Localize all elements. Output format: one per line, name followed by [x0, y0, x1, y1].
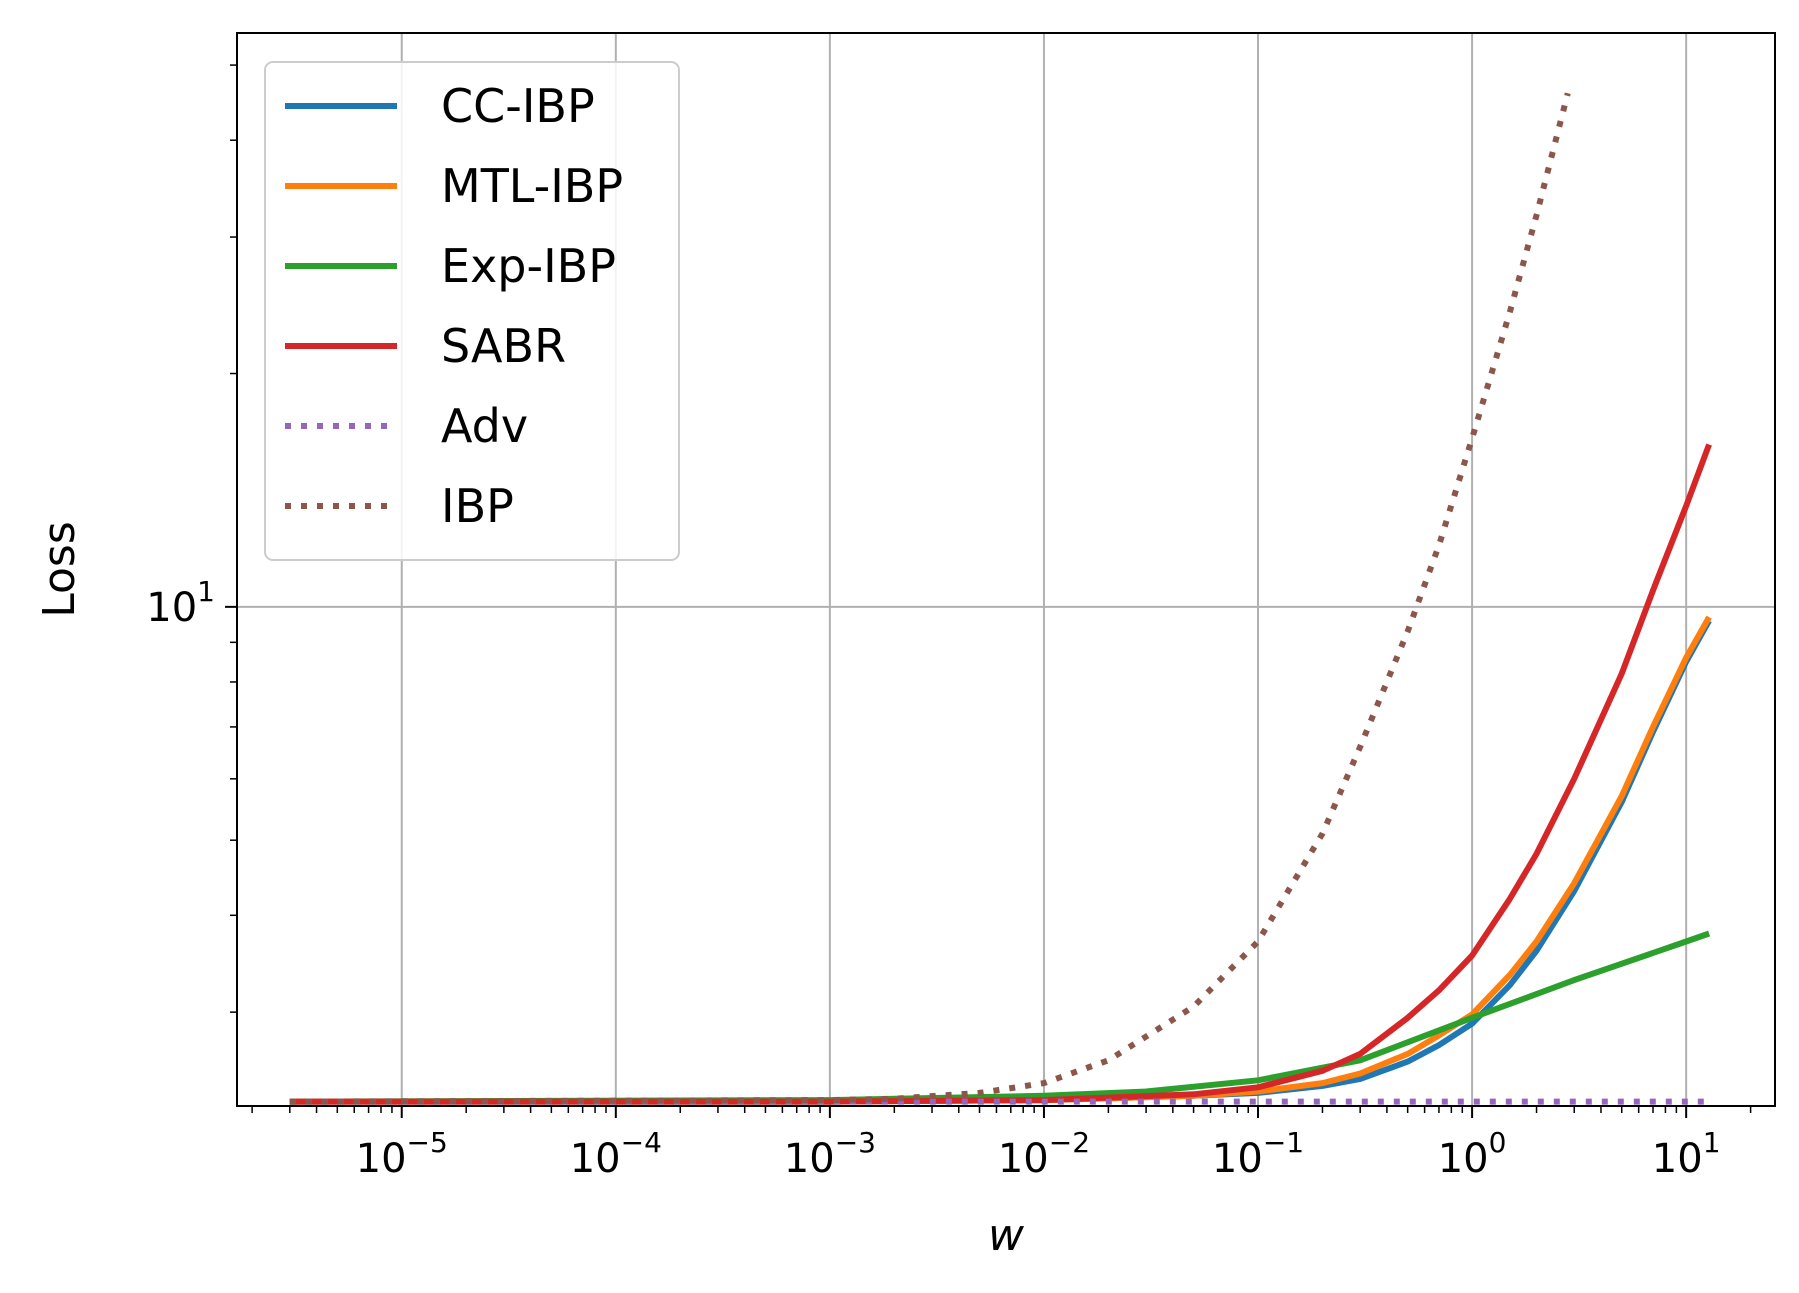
x-tick-label: 10−3: [784, 1126, 876, 1182]
y-tick-label: 101: [146, 575, 215, 631]
legend: CC-IBP MTL-IBP Exp-IBP SABR Adv IBP: [264, 61, 680, 561]
series-line-exp-ibp: [289, 930, 1711, 1105]
series-line-cc-ibp: [289, 619, 1712, 1105]
legend-label: CC-IBP: [441, 79, 595, 133]
plot-area-frame: [236, 32, 1776, 1107]
x-tick-label: 10−4: [570, 1126, 662, 1182]
x-axis-label: w: [988, 1210, 1025, 1261]
series-line-sabr: [289, 443, 1712, 1105]
y-axis-label: Loss: [34, 521, 85, 618]
x-tick-label: 100: [1438, 1126, 1507, 1182]
x-tick-label: 10−5: [356, 1126, 448, 1182]
x-tick-label: 10−2: [998, 1126, 1090, 1182]
legend-label: IBP: [441, 479, 514, 533]
series-lines: [289, 92, 1712, 1105]
legend-label: MTL-IBP: [441, 159, 623, 213]
x-tick-label: 10−1: [1212, 1126, 1304, 1182]
legend-label: Exp-IBP: [441, 239, 616, 293]
legend-label: Adv: [441, 399, 528, 453]
axis-ticks: 10−5 10−4 10−3 10−2 10−1 100 101 101: [146, 64, 1752, 1182]
x-tick-label: 101: [1652, 1126, 1721, 1182]
series-line-mtl-ibp: [289, 615, 1712, 1105]
legend-label: SABR: [441, 319, 566, 373]
